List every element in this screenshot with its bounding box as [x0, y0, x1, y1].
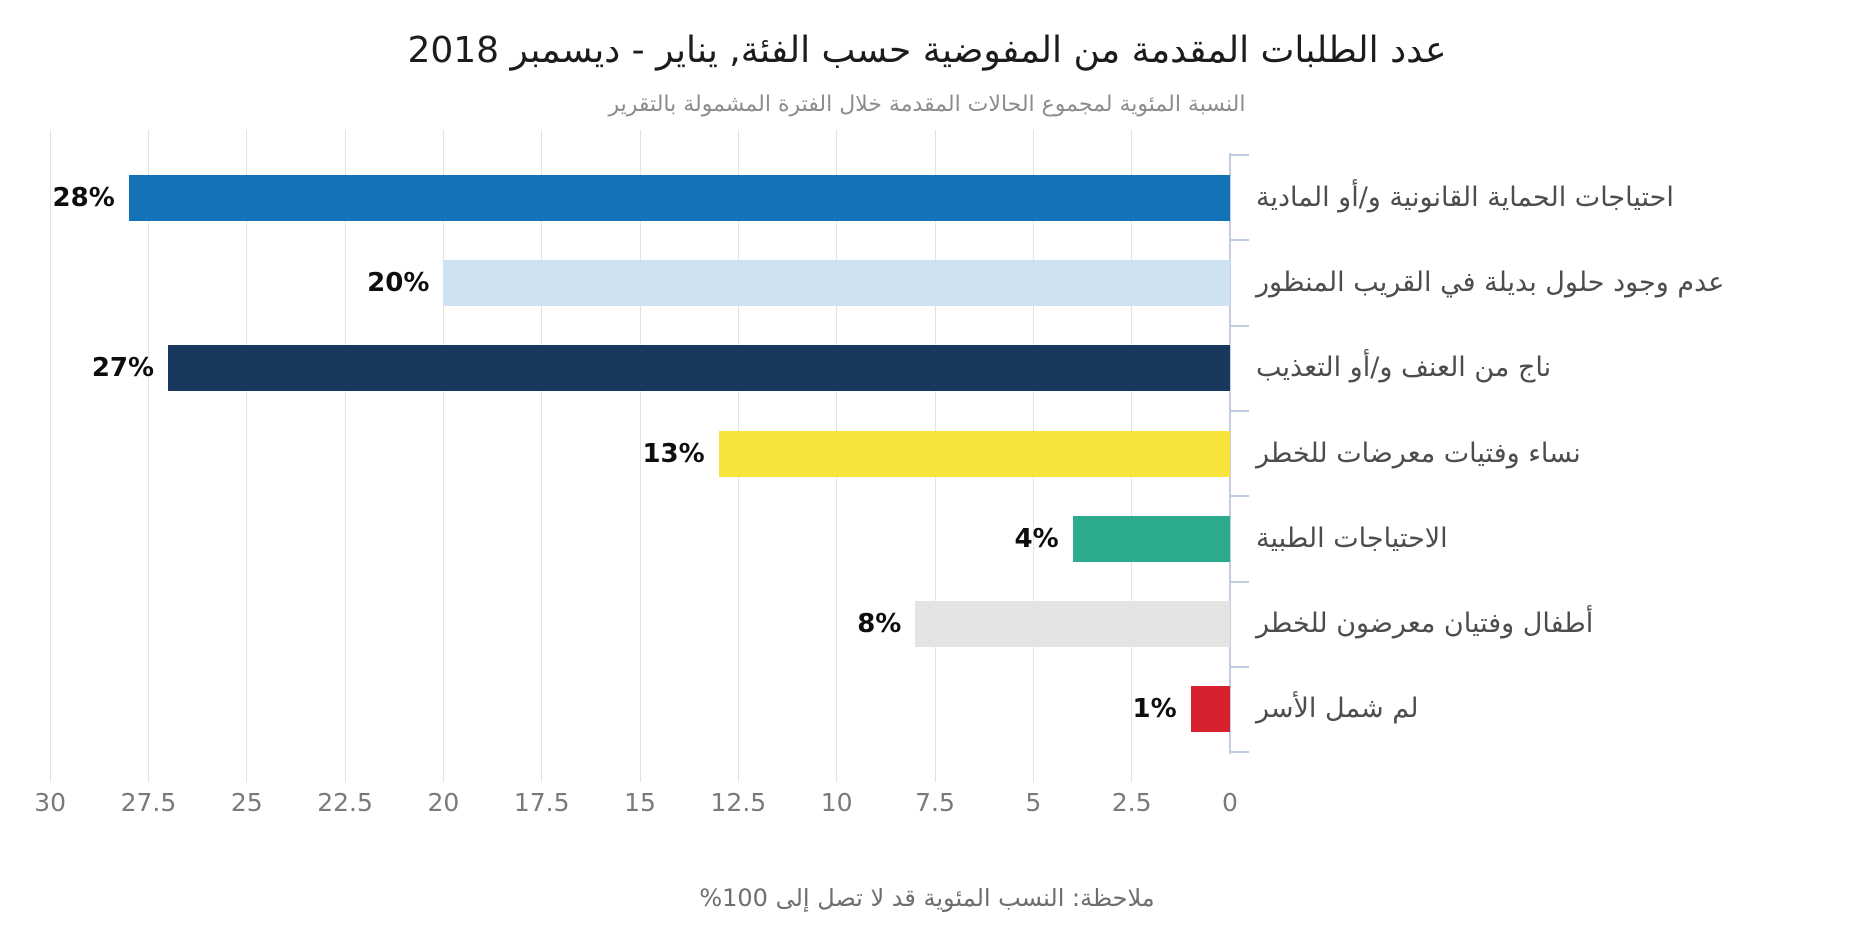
- gridline: [541, 130, 543, 782]
- axis-tick: [1230, 495, 1249, 498]
- x-tick-label: 2.5: [1111, 788, 1152, 817]
- axis-tick: [1230, 751, 1249, 754]
- bar: [718, 430, 1230, 477]
- axis-tick: [1230, 239, 1249, 242]
- x-tick-label: 0: [1222, 788, 1238, 817]
- category-label: الاحتياجات الطبية: [1256, 522, 1448, 554]
- category-label: لم شمل الأسر: [1256, 693, 1419, 725]
- footnote: ملاحظة: النسب المئوية قد لا تصل إلى 100%: [699, 884, 1155, 912]
- axis-tick: [1230, 409, 1249, 412]
- x-tick-label: 25: [230, 788, 263, 817]
- bar-value-label: 27%: [91, 353, 155, 384]
- x-tick-label: 27.5: [120, 788, 177, 817]
- x-tick-label: 22.5: [317, 788, 373, 817]
- gridline: [442, 130, 444, 782]
- y-axis-line: [1229, 153, 1231, 754]
- x-tick-label: 7.5: [915, 788, 955, 817]
- bar-value-label: 20%: [367, 267, 430, 298]
- bar-value-label: 28%: [52, 182, 115, 213]
- category-label: نساء وفتيات معرضات للخطر: [1256, 437, 1581, 469]
- x-tick-label: 15: [624, 788, 656, 817]
- bar: [443, 259, 1230, 306]
- chart-title: عدد الطلبات المقدمة من المفوضية حسب الفئ…: [407, 30, 1447, 71]
- bar-value-label: 4%: [1014, 523, 1059, 554]
- bar: [915, 601, 1230, 648]
- x-tick-label: 20: [427, 788, 460, 817]
- category-label: أطفال وفتيان معرضون للخطر: [1256, 608, 1594, 640]
- bar-value-label: 1%: [1132, 694, 1177, 725]
- bar: [1190, 686, 1230, 733]
- x-tick-label: 10: [820, 788, 853, 817]
- bar: [128, 174, 1230, 221]
- category-label: ناج من العنف و/أو التعذيب: [1256, 352, 1552, 384]
- gridline: [344, 130, 346, 782]
- axis-tick: [1230, 324, 1249, 327]
- x-tick-label: 5: [1025, 788, 1042, 817]
- category-label: عدم وجود حلول بديلة في القريب المنظور: [1256, 266, 1725, 298]
- axis-tick: [1230, 580, 1249, 583]
- x-tick-label: 17.5: [513, 788, 570, 817]
- x-tick-label: 30: [34, 788, 66, 817]
- axis-tick: [1230, 154, 1249, 156]
- bar-value-label: 8%: [857, 609, 902, 640]
- bar: [1072, 515, 1230, 562]
- category-label: احتياجات الحماية القانونية و/أو المادية: [1256, 181, 1674, 213]
- gridline: [147, 130, 149, 782]
- chart-subtitle: النسبة المئوية لمجموع الحالات المقدمة خل…: [608, 92, 1246, 117]
- gridline: [246, 130, 248, 782]
- gridline: [49, 130, 51, 782]
- axis-tick: [1230, 665, 1249, 668]
- bar: [168, 345, 1230, 392]
- bar-value-label: 13%: [642, 438, 705, 469]
- x-tick-label: 12.5: [710, 788, 767, 817]
- gridline: [639, 130, 641, 782]
